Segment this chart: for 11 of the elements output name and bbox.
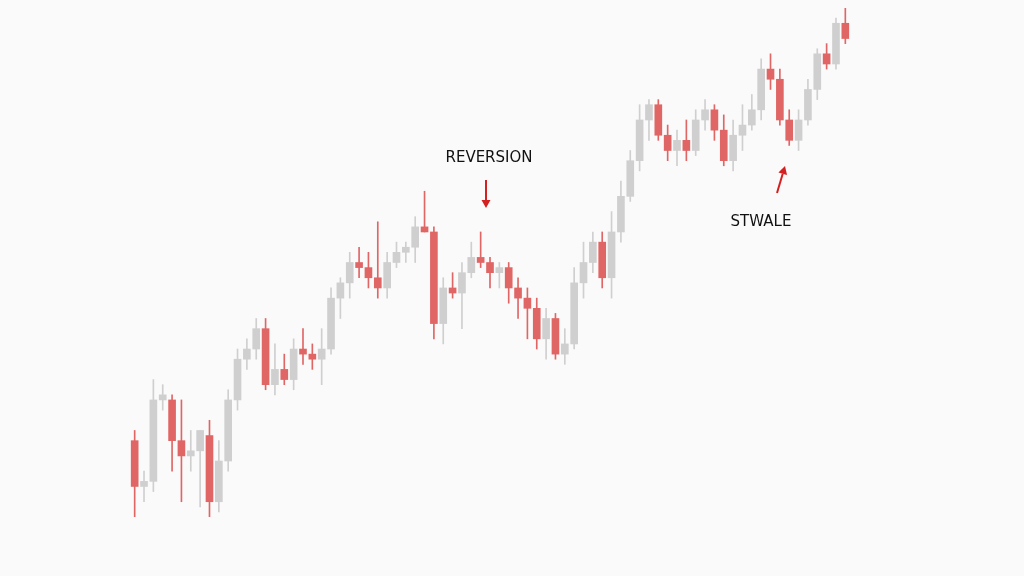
annotation: STWALE — [730, 212, 792, 230]
candlestick — [373, 221, 382, 299]
candlestick — [140, 470, 148, 503]
candlestick — [317, 328, 326, 385]
candlestick — [560, 328, 569, 365]
candlestick — [514, 277, 522, 319]
candlestick — [355, 246, 363, 279]
candlestick — [299, 328, 307, 365]
candlestick — [158, 384, 167, 411]
annotation: REVERSION — [445, 148, 533, 166]
candlestick — [186, 430, 195, 472]
